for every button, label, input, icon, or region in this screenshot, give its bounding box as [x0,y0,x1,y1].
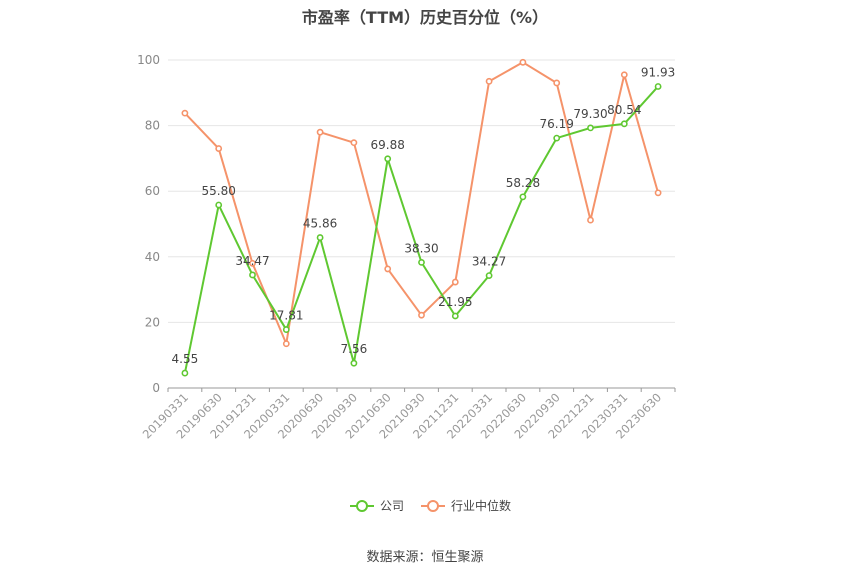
series-line [184,61,660,345]
legend-item: 公司 [350,499,404,513]
data-label: 4.55 [172,352,199,366]
data-point [282,340,290,348]
chart-title: 市盈率（TTM）历史百分位（%） [301,8,549,27]
legend-label: 公司 [380,499,404,513]
data-point [249,271,256,279]
data-label: 17.81 [269,309,303,323]
data-point [384,155,392,163]
data-point [215,201,223,209]
data-label: 76.19 [540,117,574,131]
y-tick-label: 40 [145,250,160,264]
legend-marker [427,500,439,512]
data-label: 38.30 [404,241,438,255]
data-point [418,311,425,319]
data-point [654,83,662,90]
y-tick-label: 80 [145,119,160,133]
data-point [519,58,527,66]
legend-marker [356,500,368,512]
data-label: 58.28 [506,176,540,190]
data-point [587,216,594,224]
data-label: 79.30 [573,107,607,121]
y-tick-label: 100 [137,53,160,67]
y-tick-label: 60 [145,184,160,198]
data-point [350,139,358,147]
data-point [519,193,527,201]
data-label: 34.27 [472,255,506,269]
data-source: 数据来源：恒生聚源 [366,550,484,565]
data-point [553,79,561,87]
series-line [183,85,659,374]
data-point [620,71,628,79]
data-point [485,77,493,85]
data-label: 21.95 [438,295,472,309]
data-label: 80.54 [607,103,641,117]
legend-label: 行业中位数 [451,498,511,513]
data-label: 69.88 [371,138,405,152]
data-point [451,312,459,320]
y-tick-label: 20 [145,315,160,329]
data-point [316,234,324,241]
data-point [282,326,290,333]
data-point [384,265,392,273]
data-label: 34.47 [235,254,269,268]
data-point [418,258,425,266]
data-point [181,109,189,117]
data-point [485,272,493,279]
data-point [587,124,594,132]
data-label: 7.56 [341,342,368,356]
data-point [451,278,459,286]
data-label: 45.86 [303,217,337,231]
data-point [249,259,256,267]
legend-item: 行业中位数 [421,498,511,513]
data-point [620,120,628,128]
y-tick-label: 0 [152,381,160,395]
data-point [215,145,223,152]
data-label: 55.80 [202,184,236,198]
data-point [654,189,662,197]
data-label: 91.93 [641,65,675,79]
data-point [316,128,324,136]
data-point [553,134,561,142]
data-point [350,359,358,367]
data-point [181,369,189,377]
